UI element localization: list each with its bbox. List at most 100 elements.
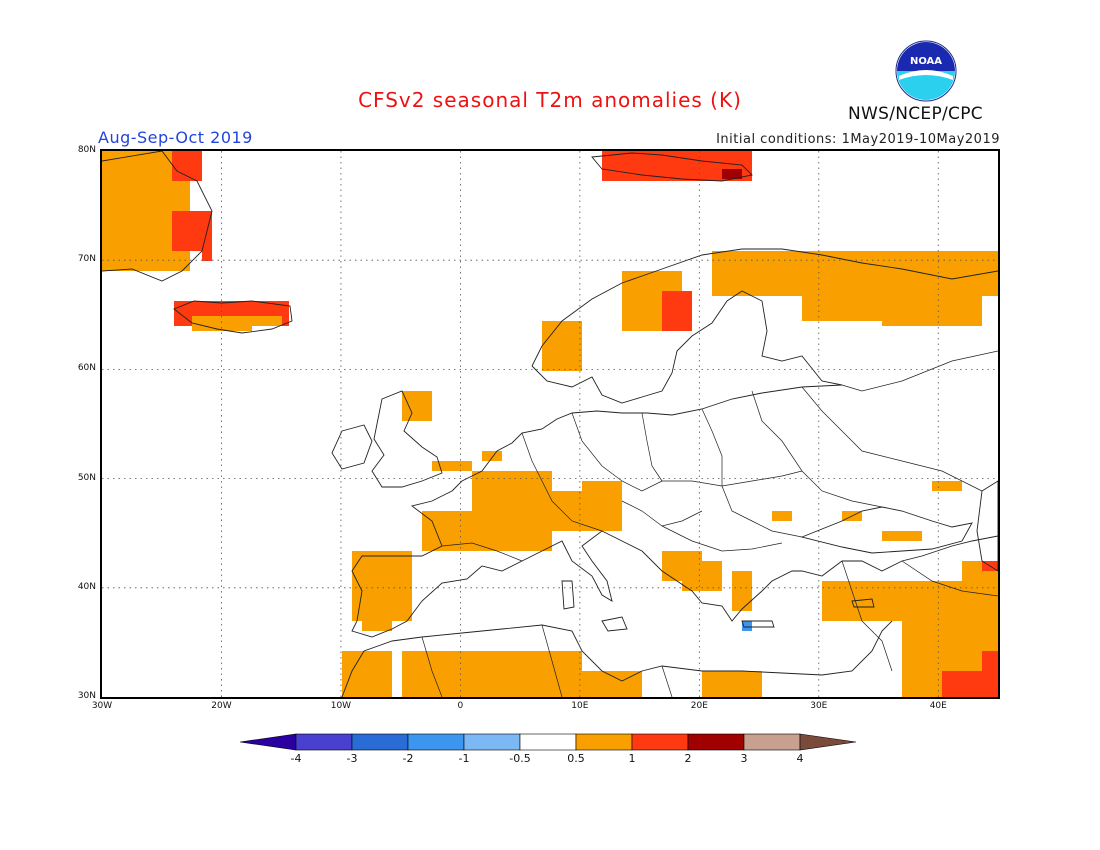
longitude-label: 20E xyxy=(690,701,708,711)
iceland-coast xyxy=(173,300,293,334)
border-5 xyxy=(701,408,803,538)
colorbar-min-arrow xyxy=(240,733,297,751)
border-4 xyxy=(641,412,663,482)
longitude-label: 30E xyxy=(810,701,828,711)
colorbar-tick-label: 3 xyxy=(740,752,748,765)
latitude-label: 40N xyxy=(77,581,96,592)
anomaly-cell xyxy=(582,671,642,697)
anomaly-cell xyxy=(582,481,622,511)
colorbar-segment xyxy=(519,733,577,751)
graticule xyxy=(102,151,998,697)
colorbar-segment xyxy=(575,733,633,751)
anomaly-cell xyxy=(482,451,502,461)
europe-north-coast xyxy=(451,384,843,492)
black-sea-coast xyxy=(800,506,973,554)
colorbar-segment xyxy=(631,733,689,751)
colorbar xyxy=(240,733,857,751)
anomaly-cell xyxy=(802,291,882,321)
longitude-label: 20W xyxy=(211,701,232,711)
coastlines xyxy=(102,151,998,697)
border-15 xyxy=(661,665,673,697)
colorbar-segment xyxy=(351,733,409,751)
anomaly-cell xyxy=(732,571,752,611)
map-canvas xyxy=(102,151,998,697)
latitude-label: 50N xyxy=(77,472,96,483)
colorbar-segment xyxy=(407,733,465,751)
colorbar-segment xyxy=(295,733,353,751)
anomaly-cell xyxy=(722,169,742,179)
colorbar-segment xyxy=(743,733,801,751)
longitude-label: 40E xyxy=(929,701,947,711)
anomaly-cell xyxy=(362,601,392,631)
europe-west-coast xyxy=(351,490,998,638)
anomaly-cell xyxy=(542,321,582,371)
border-3 xyxy=(571,412,803,492)
cyprus-coast xyxy=(851,598,875,608)
scandinavia-south xyxy=(531,290,843,404)
map-title: CFSv2 seasonal T2m anomalies (K) xyxy=(358,88,742,112)
border-14 xyxy=(541,624,563,697)
colorbar-segment xyxy=(463,733,521,751)
colorbar-tick-label: -4 xyxy=(290,752,302,765)
anomaly-cell xyxy=(822,581,972,621)
border-6 xyxy=(751,390,883,508)
anomaly-cell xyxy=(982,651,998,697)
border-13 xyxy=(421,636,443,697)
season-label: Aug-Sep-Oct 2019 xyxy=(98,128,253,147)
caspian-coast xyxy=(976,480,998,572)
colorbar-tick-label: -1 xyxy=(458,752,470,765)
sardinia-coast xyxy=(561,580,575,610)
initial-conditions-label: Initial conditions: 1May2019-10May2019 xyxy=(716,132,1000,147)
anomaly-cell xyxy=(342,651,392,697)
anomaly-cell xyxy=(202,241,212,261)
svg-text:NOAA: NOAA xyxy=(910,56,942,67)
longitude-label: 10E xyxy=(571,701,589,711)
colorbar-max-arrow xyxy=(799,733,857,751)
longitude-label: 10W xyxy=(330,701,352,711)
colorbar-tick-label: 4 xyxy=(796,752,804,765)
crete-coast xyxy=(741,620,775,628)
colorbar-tick-label: 2 xyxy=(684,752,692,765)
latitude-label: 70N xyxy=(77,254,96,265)
anomaly-cell xyxy=(402,391,432,421)
britain-coast xyxy=(371,390,443,488)
anomaly-cell xyxy=(882,531,922,541)
border-8 xyxy=(841,350,998,392)
colorbar-tick-label: 0.5 xyxy=(567,752,585,765)
border-2 xyxy=(521,432,603,532)
colorbar-tick-label: -3 xyxy=(346,752,358,765)
colorbar-tick-label: 1 xyxy=(628,752,636,765)
anomaly-map xyxy=(100,149,1000,699)
border-7 xyxy=(801,386,983,492)
latitude-label: 60N xyxy=(77,363,96,374)
anomaly-cell xyxy=(432,461,472,471)
anomaly-cell xyxy=(232,316,282,326)
latitude-label: 80N xyxy=(77,145,96,155)
agency-label: NWS/NCEP/CPC xyxy=(848,104,983,124)
anomaly-cell xyxy=(422,511,552,551)
anomaly-cell xyxy=(742,621,752,631)
noaa-logo: NOAA xyxy=(895,40,957,102)
anomaly-cell xyxy=(402,651,582,697)
latitude-label: 30N xyxy=(77,691,96,701)
colorbar-segment xyxy=(687,733,745,751)
scandinavia-coast xyxy=(531,248,998,367)
anomaly-cell xyxy=(712,251,998,296)
svalbard-coast xyxy=(591,152,753,182)
colorbar-tick-label: -2 xyxy=(402,752,414,765)
border-10 xyxy=(621,500,703,527)
anomaly-cell xyxy=(662,551,702,581)
colorbar-tick-label: -0.5 xyxy=(509,752,531,765)
ireland-coast xyxy=(331,424,373,470)
border-9 xyxy=(661,525,783,552)
anomaly-cell xyxy=(772,511,792,521)
anomaly-cells xyxy=(102,151,998,697)
longitude-label: 0 xyxy=(457,701,464,711)
greenland-coast xyxy=(102,151,213,282)
anomaly-cell xyxy=(702,671,762,697)
anomaly-cell xyxy=(882,296,982,326)
longitude-label: 30W xyxy=(91,701,113,711)
anomaly-cell xyxy=(662,291,692,331)
border-1 xyxy=(441,542,523,562)
africa-coast xyxy=(341,620,893,697)
